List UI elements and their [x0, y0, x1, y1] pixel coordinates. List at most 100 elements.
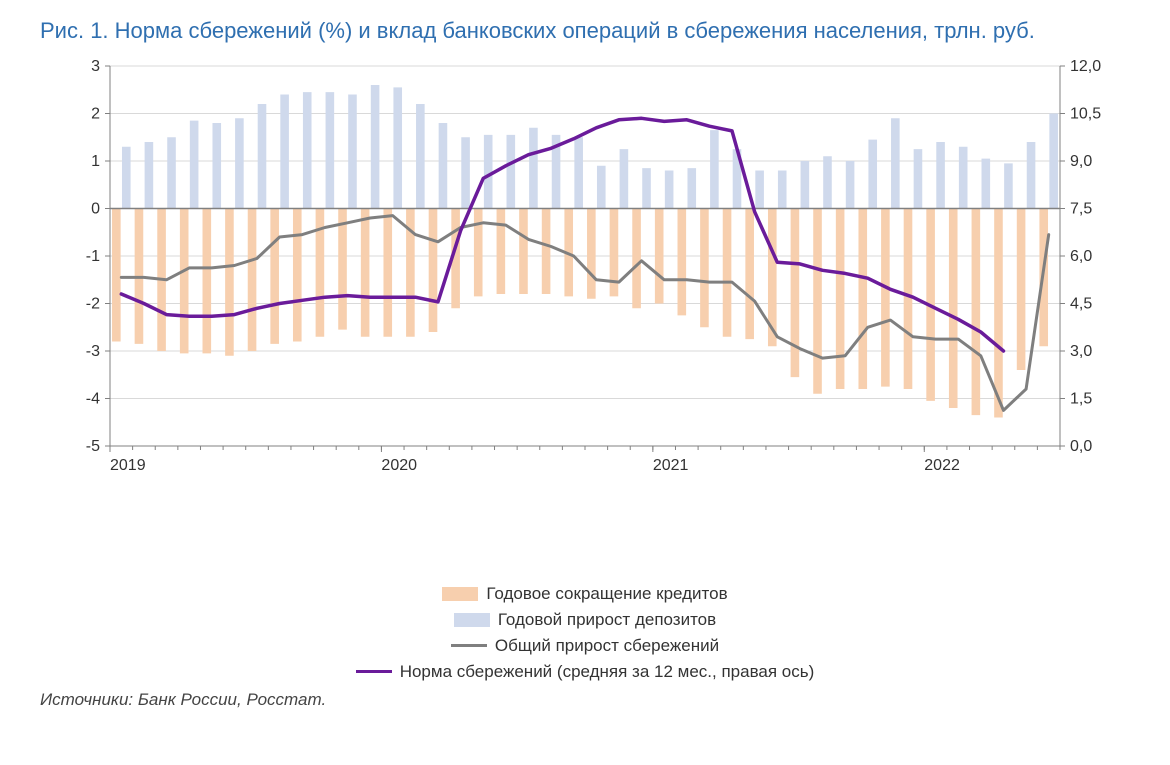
credits-bar — [203, 208, 212, 353]
credits-bar — [949, 208, 958, 408]
deposits-bar — [823, 156, 832, 208]
left-tick-label: -4 — [86, 390, 100, 407]
credits-bar — [383, 208, 392, 336]
deposits-bar — [145, 142, 154, 209]
deposits-bar — [280, 94, 289, 208]
deposits-bar — [891, 118, 900, 208]
deposits-bar — [982, 158, 991, 208]
credits-bar — [994, 208, 1003, 417]
legend-item: Годовое сокращение кредитов — [442, 584, 727, 604]
credits-bar — [745, 208, 754, 339]
credits-bar — [791, 208, 800, 377]
deposits-bar — [778, 170, 787, 208]
credits-bar — [836, 208, 845, 389]
legend-label: Норма сбережений (средняя за 12 мес., пр… — [400, 662, 815, 682]
deposits-bar — [710, 130, 719, 208]
deposits-bar — [235, 118, 244, 208]
left-tick-label: 3 — [91, 58, 100, 75]
deposits-bar — [529, 127, 538, 208]
deposits-bar — [348, 94, 357, 208]
legend-label: Общий прирост сбережений — [495, 636, 719, 656]
left-tick-label: 2 — [91, 105, 100, 122]
deposits-bar — [574, 137, 583, 208]
credits-bar — [519, 208, 528, 294]
deposits-bar — [167, 137, 176, 208]
credits-bar — [361, 208, 370, 336]
credits-bar — [655, 208, 664, 303]
x-tick-label: 2022 — [924, 457, 960, 474]
credits-bar — [678, 208, 687, 315]
legend-item: Годовой прирост депозитов — [454, 610, 716, 630]
deposits-bar — [687, 168, 696, 208]
credits-bar — [904, 208, 913, 389]
deposits-bar — [936, 142, 945, 209]
right-tick-label: 3,0 — [1070, 343, 1092, 360]
right-tick-label: 4,5 — [1070, 295, 1092, 312]
deposits-bar — [620, 149, 629, 208]
deposits-bar — [642, 168, 651, 208]
left-tick-label: -5 — [86, 438, 100, 455]
deposits-bar — [303, 92, 312, 208]
left-tick-label: 0 — [91, 200, 100, 217]
deposits-bar — [665, 170, 674, 208]
x-tick-label: 2020 — [381, 457, 417, 474]
deposits-bar — [212, 123, 221, 209]
deposits-bar — [959, 146, 968, 208]
left-tick-label: 1 — [91, 153, 100, 170]
left-tick-label: -2 — [86, 295, 100, 312]
credits-bar — [587, 208, 596, 298]
deposits-bar — [484, 135, 493, 209]
deposits-bar — [439, 123, 448, 209]
credits-bar — [542, 208, 551, 294]
credits-bar — [248, 208, 257, 351]
deposits-bar — [122, 146, 131, 208]
legend-item: Общий прирост сбережений — [451, 636, 719, 656]
legend-swatch — [451, 644, 487, 647]
credits-bar — [497, 208, 506, 294]
deposits-bar — [461, 137, 470, 208]
legend-swatch — [442, 587, 478, 601]
credits-bar — [881, 208, 890, 386]
deposits-bar — [507, 135, 516, 209]
credits-bar — [1017, 208, 1026, 370]
x-tick-label: 2021 — [653, 457, 689, 474]
legend-swatch — [356, 670, 392, 673]
source-text: Источники: Банк России, Росстат. — [40, 690, 1130, 710]
credits-bar — [270, 208, 279, 343]
credits-bar — [972, 208, 981, 415]
right-tick-label: 10,5 — [1070, 105, 1101, 122]
credits-bar — [338, 208, 347, 329]
credits-bar — [112, 208, 121, 341]
legend-label: Годовое сокращение кредитов — [486, 584, 727, 604]
right-tick-label: 7,5 — [1070, 200, 1092, 217]
credits-bar — [429, 208, 438, 332]
right-tick-label: 1,5 — [1070, 390, 1092, 407]
deposits-bar — [416, 104, 425, 209]
deposits-bar — [190, 120, 199, 208]
deposits-bar — [801, 161, 810, 209]
credits-bar — [813, 208, 822, 393]
legend-swatch — [454, 613, 490, 627]
deposits-bar — [846, 161, 855, 209]
credits-bar — [700, 208, 709, 327]
legend-label: Годовой прирост депозитов — [498, 610, 716, 630]
legend-item: Норма сбережений (средняя за 12 мес., пр… — [356, 662, 815, 682]
deposits-bar — [393, 87, 402, 208]
deposits-bar — [597, 165, 606, 208]
right-tick-label: 12,0 — [1070, 58, 1101, 75]
chart-area: 2019202020212022-5-4-3-2-101230,01,53,04… — [40, 56, 1130, 576]
x-tick-label: 2019 — [110, 457, 146, 474]
credits-bar — [225, 208, 234, 355]
chart-title: Рис. 1. Норма сбережений (%) и вклад бан… — [40, 16, 1130, 46]
credits-bar — [632, 208, 641, 308]
deposits-bar — [371, 85, 380, 209]
deposits-bar — [1004, 163, 1013, 208]
credits-bar — [723, 208, 732, 336]
left-tick-label: -3 — [86, 343, 100, 360]
credits-bar — [180, 208, 189, 353]
right-tick-label: 9,0 — [1070, 153, 1092, 170]
credits-bar — [858, 208, 867, 389]
right-tick-label: 6,0 — [1070, 248, 1092, 265]
legend: Годовое сокращение кредитов Годовой приро… — [40, 584, 1130, 682]
deposits-bar — [1049, 113, 1058, 208]
